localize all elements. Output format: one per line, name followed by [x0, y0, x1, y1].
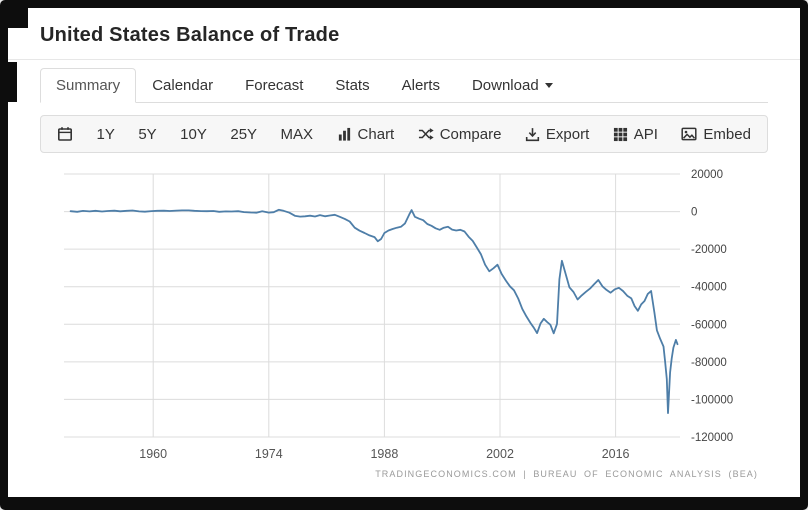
export-button[interactable]: Export — [525, 126, 589, 143]
frame-notch-left — [8, 62, 17, 102]
tab-alerts-label: Alerts — [401, 77, 440, 94]
tab-alerts[interactable]: Alerts — [386, 68, 456, 103]
calendar-button[interactable] — [57, 126, 73, 142]
api-button[interactable]: API — [613, 126, 658, 143]
embed-image-icon — [681, 127, 697, 141]
tab-calendar[interactable]: Calendar — [136, 68, 229, 103]
tab-stats-label: Stats — [335, 77, 370, 94]
range-button-max[interactable]: MAX — [281, 126, 314, 143]
x-tick-label: 1988 — [370, 447, 398, 461]
page-title: United States Balance of Trade — [40, 24, 340, 46]
compare-button[interactable]: Compare — [418, 125, 502, 143]
tab-summary-label: Summary — [56, 77, 121, 94]
trade-balance-line — [69, 208, 679, 415]
range-button-10y[interactable]: 10Y — [180, 126, 207, 143]
y-tick-label: -60000 — [691, 319, 727, 331]
compare-button-label: Compare — [439, 125, 502, 143]
range-25y-label: 25Y — [230, 125, 258, 143]
range-5y-label: 5Y — [138, 125, 157, 143]
x-tick-label: 2016 — [602, 447, 630, 461]
tab-forecast[interactable]: Forecast — [229, 68, 319, 103]
api-grid-icon — [613, 127, 627, 141]
range-max-label: MAX — [280, 125, 314, 143]
tab-forecast-label: Forecast — [245, 77, 304, 94]
tab-calendar-label: Calendar — [152, 77, 214, 94]
chart-area[interactable]: 20000 0 -20000 -40000 -60000 -80000 -100000 -12… — [62, 165, 772, 463]
balance-of-trade-chart[interactable]: 20000 0 -20000 -40000 -60000 -80000 -100000 -12… — [62, 165, 772, 463]
range-10y-label: 10Y — [180, 125, 207, 143]
embed-button[interactable]: Embed — [681, 126, 751, 143]
bar-chart-icon — [338, 127, 350, 141]
tab-download[interactable]: Download — [456, 68, 569, 103]
page-header: United States Balance of Trade — [8, 8, 800, 60]
tab-bar: Summary Calendar Forecast Stats Alerts D… — [40, 68, 768, 103]
range-button-1y[interactable]: 1Y — [96, 126, 114, 143]
range-button-25y[interactable]: 25Y — [230, 126, 257, 143]
tab-summary[interactable]: Summary — [40, 68, 137, 103]
chart-attribution: TRADINGECONOMICS.COM | BUREAU OF ECONOMI… — [375, 469, 758, 479]
tab-download-label: Download — [471, 77, 539, 94]
x-tick-label: 1974 — [255, 447, 283, 461]
compare-icon — [418, 128, 434, 140]
tab-stats[interactable]: Stats — [319, 68, 385, 103]
y-tick-label: -100000 — [691, 394, 733, 406]
chart-button-label: Chart — [357, 125, 395, 143]
export-button-label: Export — [545, 125, 590, 143]
chart-type-button[interactable]: Chart — [337, 125, 395, 143]
range-1y-label: 1Y — [96, 125, 115, 143]
y-tick-label: -40000 — [691, 282, 727, 294]
y-tick-label: -20000 — [691, 244, 727, 256]
x-tick-label: 2002 — [486, 447, 514, 461]
embed-button-label: Embed — [703, 125, 751, 143]
api-button-label: API — [633, 125, 658, 143]
chart-toolbar: 1Y 5Y 10Y 25Y MAX Chart Compare — [40, 115, 768, 153]
chevron-down-icon — [544, 83, 553, 88]
y-tick-label: 0 — [691, 207, 697, 219]
range-button-5y[interactable]: 5Y — [138, 126, 156, 143]
x-tick-label: 1960 — [139, 447, 167, 461]
y-tick-label: -120000 — [691, 432, 733, 444]
export-icon — [525, 127, 540, 141]
frame-notch-top-left — [8, 8, 28, 28]
y-tick-label: 20000 — [691, 169, 723, 181]
calendar-icon — [57, 127, 72, 141]
y-tick-label: -80000 — [691, 357, 727, 369]
